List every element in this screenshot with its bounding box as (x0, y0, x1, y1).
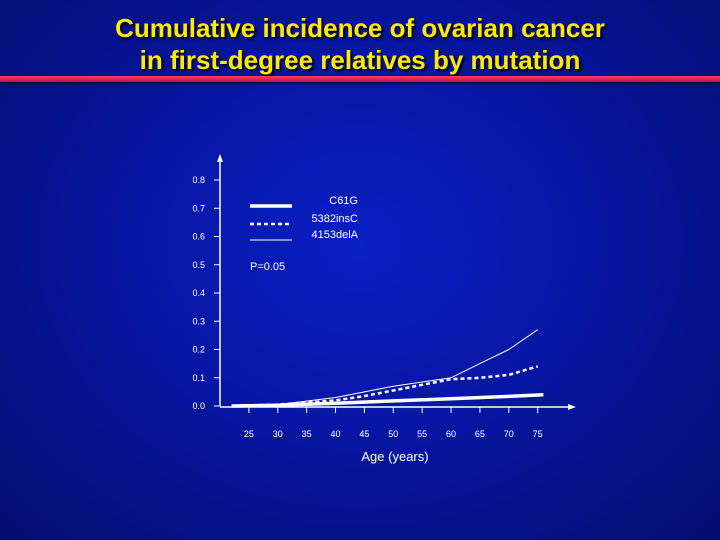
title-divider (0, 76, 720, 82)
slide-title: Cumulative incidence of ovarian cancer i… (0, 12, 720, 76)
y-tick-label: 0.6 (192, 232, 205, 242)
y-tick-label: 0.3 (192, 316, 205, 326)
x-tick-label: 70 (504, 429, 514, 439)
y-tick-label: 0.2 (192, 345, 205, 355)
title-line-2: in first-degree relatives by mutation (139, 45, 581, 75)
series-layer (231, 329, 544, 408)
x-tick-label: 25 (244, 429, 254, 439)
series-line-c61g (231, 392, 544, 408)
y-tick-label: 0.0 (192, 401, 205, 411)
x-tick-label: 45 (359, 429, 369, 439)
y-tick-label: 0.4 (192, 288, 205, 298)
chart-legend: C61G 5382insC 4153delA P=0.05 (250, 195, 359, 273)
legend-label-4153dela: 4153delA (312, 229, 359, 241)
x-tick-label: 30 (273, 429, 283, 439)
series-line-4153dela (231, 329, 538, 407)
y-tick-label: 0.5 (192, 260, 205, 270)
y-tick-label: 0.7 (192, 203, 205, 213)
title-line-1: Cumulative incidence of ovarian cancer (115, 13, 605, 43)
x-tick-label: 50 (388, 429, 398, 439)
y-tick-label: 0.1 (192, 373, 205, 383)
x-tick-label: 40 (331, 429, 341, 439)
x-axis-arrow (568, 404, 576, 410)
x-tick-label: 55 (417, 429, 427, 439)
x-tick-label: 60 (446, 429, 456, 439)
series-line-5382insc (231, 365, 539, 408)
x-tick-label: 65 (475, 429, 485, 439)
legend-label-5382insc: 5382insC (312, 213, 359, 225)
x-axis-title: Age (years) (361, 449, 428, 464)
y-axis-arrow (217, 154, 223, 162)
legend-label-c61g: C61G (329, 195, 358, 207)
x-tick-label: 35 (302, 429, 312, 439)
x-tick-label: 75 (533, 429, 543, 439)
chart-axes: 0.0 0.1 0.2 0.3 0.4 0.5 0.6 0.7 0.8 25 30 35 40 45 50 5… (192, 154, 576, 464)
p-value-annotation: P=0.05 (250, 261, 285, 273)
y-tick-label: 0.8 (192, 175, 205, 185)
